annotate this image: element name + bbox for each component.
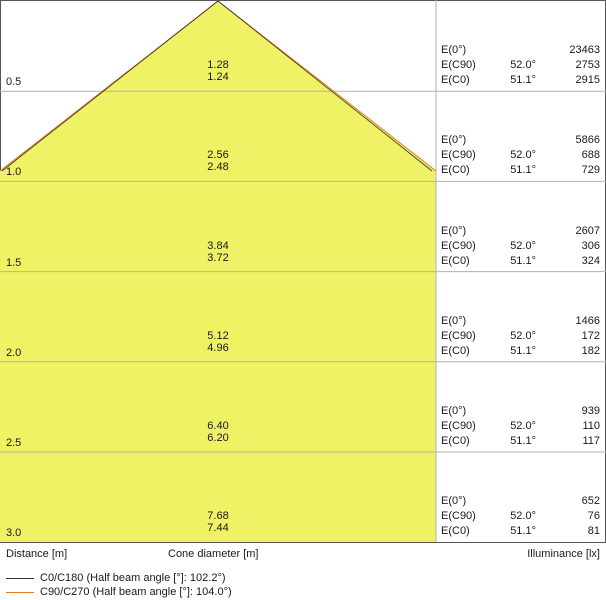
illuminance-angle: 51.1° bbox=[510, 344, 536, 357]
legend-c90: C90/C270 (Half beam angle [°]: 104.0°) bbox=[40, 586, 232, 598]
illuminance-value: 729 bbox=[581, 164, 600, 177]
illuminance-key: E(0°) bbox=[441, 314, 467, 327]
illuminance-value: 110 bbox=[582, 420, 600, 432]
cone-diameter-c0: 1.24 bbox=[207, 71, 229, 84]
illuminance-value: 688 bbox=[581, 149, 600, 162]
cone-diameter-c90: 2.56 bbox=[207, 149, 229, 162]
illuminance-value: 652 bbox=[581, 495, 600, 508]
illuminance-key: E(C0) bbox=[441, 344, 470, 357]
beam-cone-diagram bbox=[0, 0, 606, 543]
illuminance-key: E(C90) bbox=[441, 329, 476, 342]
distance-value: 3.0 bbox=[6, 527, 22, 540]
illuminance-key: E(C90) bbox=[441, 239, 476, 252]
distance-value: 2.0 bbox=[6, 346, 22, 359]
illuminance-angle: 51.1° bbox=[510, 525, 536, 538]
illuminance-key: E(C0) bbox=[441, 525, 470, 538]
cone-diameter-c90: 5.12 bbox=[207, 329, 229, 342]
illuminance-key: E(0°) bbox=[441, 495, 467, 508]
cone-diameter-c90: 1.28 bbox=[207, 59, 229, 72]
illuminance-angle: 52.0° bbox=[510, 59, 536, 72]
illuminance-value: 117 bbox=[582, 435, 600, 447]
cone-diameter-c0: 6.20 bbox=[207, 432, 229, 444]
illuminance-value: 76 bbox=[587, 510, 600, 523]
illuminance-key: E(C90) bbox=[441, 510, 476, 523]
illuminance-value: 5866 bbox=[575, 134, 600, 147]
illuminance-key: E(C0) bbox=[441, 254, 470, 267]
legend-line-c90 bbox=[6, 592, 34, 593]
illuminance-angle: 52.0° bbox=[510, 149, 536, 162]
distance-gridlines bbox=[0, 90, 606, 453]
distance-value: 1.5 bbox=[6, 256, 22, 269]
illuminance-value: 2915 bbox=[575, 74, 600, 87]
illuminance-key: E(C90) bbox=[441, 59, 476, 72]
illuminance-angle: 51.1° bbox=[510, 74, 536, 87]
illuminance-angle: 51.1° bbox=[510, 254, 536, 267]
illuminance-label: Illuminance [lx] bbox=[527, 548, 600, 560]
illuminance-angle: 51.1° bbox=[510, 435, 536, 447]
illuminance-angle: 52.0° bbox=[510, 510, 536, 523]
illuminance-angle: 52.0° bbox=[510, 420, 536, 432]
illuminance-value: 182 bbox=[581, 344, 600, 357]
illuminance-key: E(C0) bbox=[441, 435, 470, 447]
cone-diameter-c90: 7.68 bbox=[207, 510, 229, 523]
cone-diameter-label: Cone diameter [m] bbox=[168, 548, 259, 560]
illuminance-value: 23463 bbox=[569, 44, 600, 57]
illuminance-value: 172 bbox=[581, 329, 600, 342]
illuminance-value: 1466 bbox=[575, 314, 600, 327]
cone-diameter-c90: 6.40 bbox=[207, 420, 229, 432]
illuminance-value: 81 bbox=[587, 525, 600, 538]
illuminance-value: 939 bbox=[581, 405, 600, 417]
distance-value: 2.5 bbox=[6, 437, 22, 449]
illuminance-angle: 51.1° bbox=[510, 164, 536, 177]
illuminance-key: E(C90) bbox=[441, 149, 476, 162]
illuminance-key: E(0°) bbox=[441, 134, 467, 147]
distance-value: 0.5 bbox=[6, 76, 22, 89]
illuminance-value: 2607 bbox=[575, 224, 600, 237]
distance-axis-label: Distance [m] bbox=[6, 548, 68, 560]
illuminance-key: E(0°) bbox=[441, 44, 467, 57]
distance-value: 1.0 bbox=[6, 166, 22, 179]
illuminance-value: 2753 bbox=[575, 59, 600, 72]
illuminance-key: E(C90) bbox=[441, 420, 476, 432]
illuminance-key: E(C0) bbox=[441, 164, 470, 177]
illuminance-angle: 52.0° bbox=[510, 329, 536, 342]
illuminance-value: 306 bbox=[581, 239, 600, 252]
legend-c0: C0/C180 (Half beam angle [°]: 102.2°) bbox=[40, 572, 226, 584]
cone-diameter-c0: 4.96 bbox=[207, 341, 229, 354]
beam-edge-c0-left bbox=[1, 0, 219, 172]
illuminance-key: E(0°) bbox=[441, 224, 467, 237]
illuminance-value: 324 bbox=[581, 254, 600, 267]
illuminance-key: E(0°) bbox=[441, 405, 467, 417]
beam-edge-c0-right bbox=[217, 0, 433, 172]
cone-diameter-c90: 3.84 bbox=[207, 239, 229, 252]
legend-line-c0 bbox=[6, 578, 34, 579]
illuminance-key: E(C0) bbox=[441, 74, 470, 87]
illuminance-angle: 52.0° bbox=[510, 239, 536, 252]
cone-diameter-c0: 3.72 bbox=[207, 251, 229, 264]
cone-diameter-c0: 7.44 bbox=[207, 522, 229, 535]
cone-diameter-c0: 2.48 bbox=[207, 161, 229, 174]
beam-edge-c90-right bbox=[217, 0, 437, 172]
